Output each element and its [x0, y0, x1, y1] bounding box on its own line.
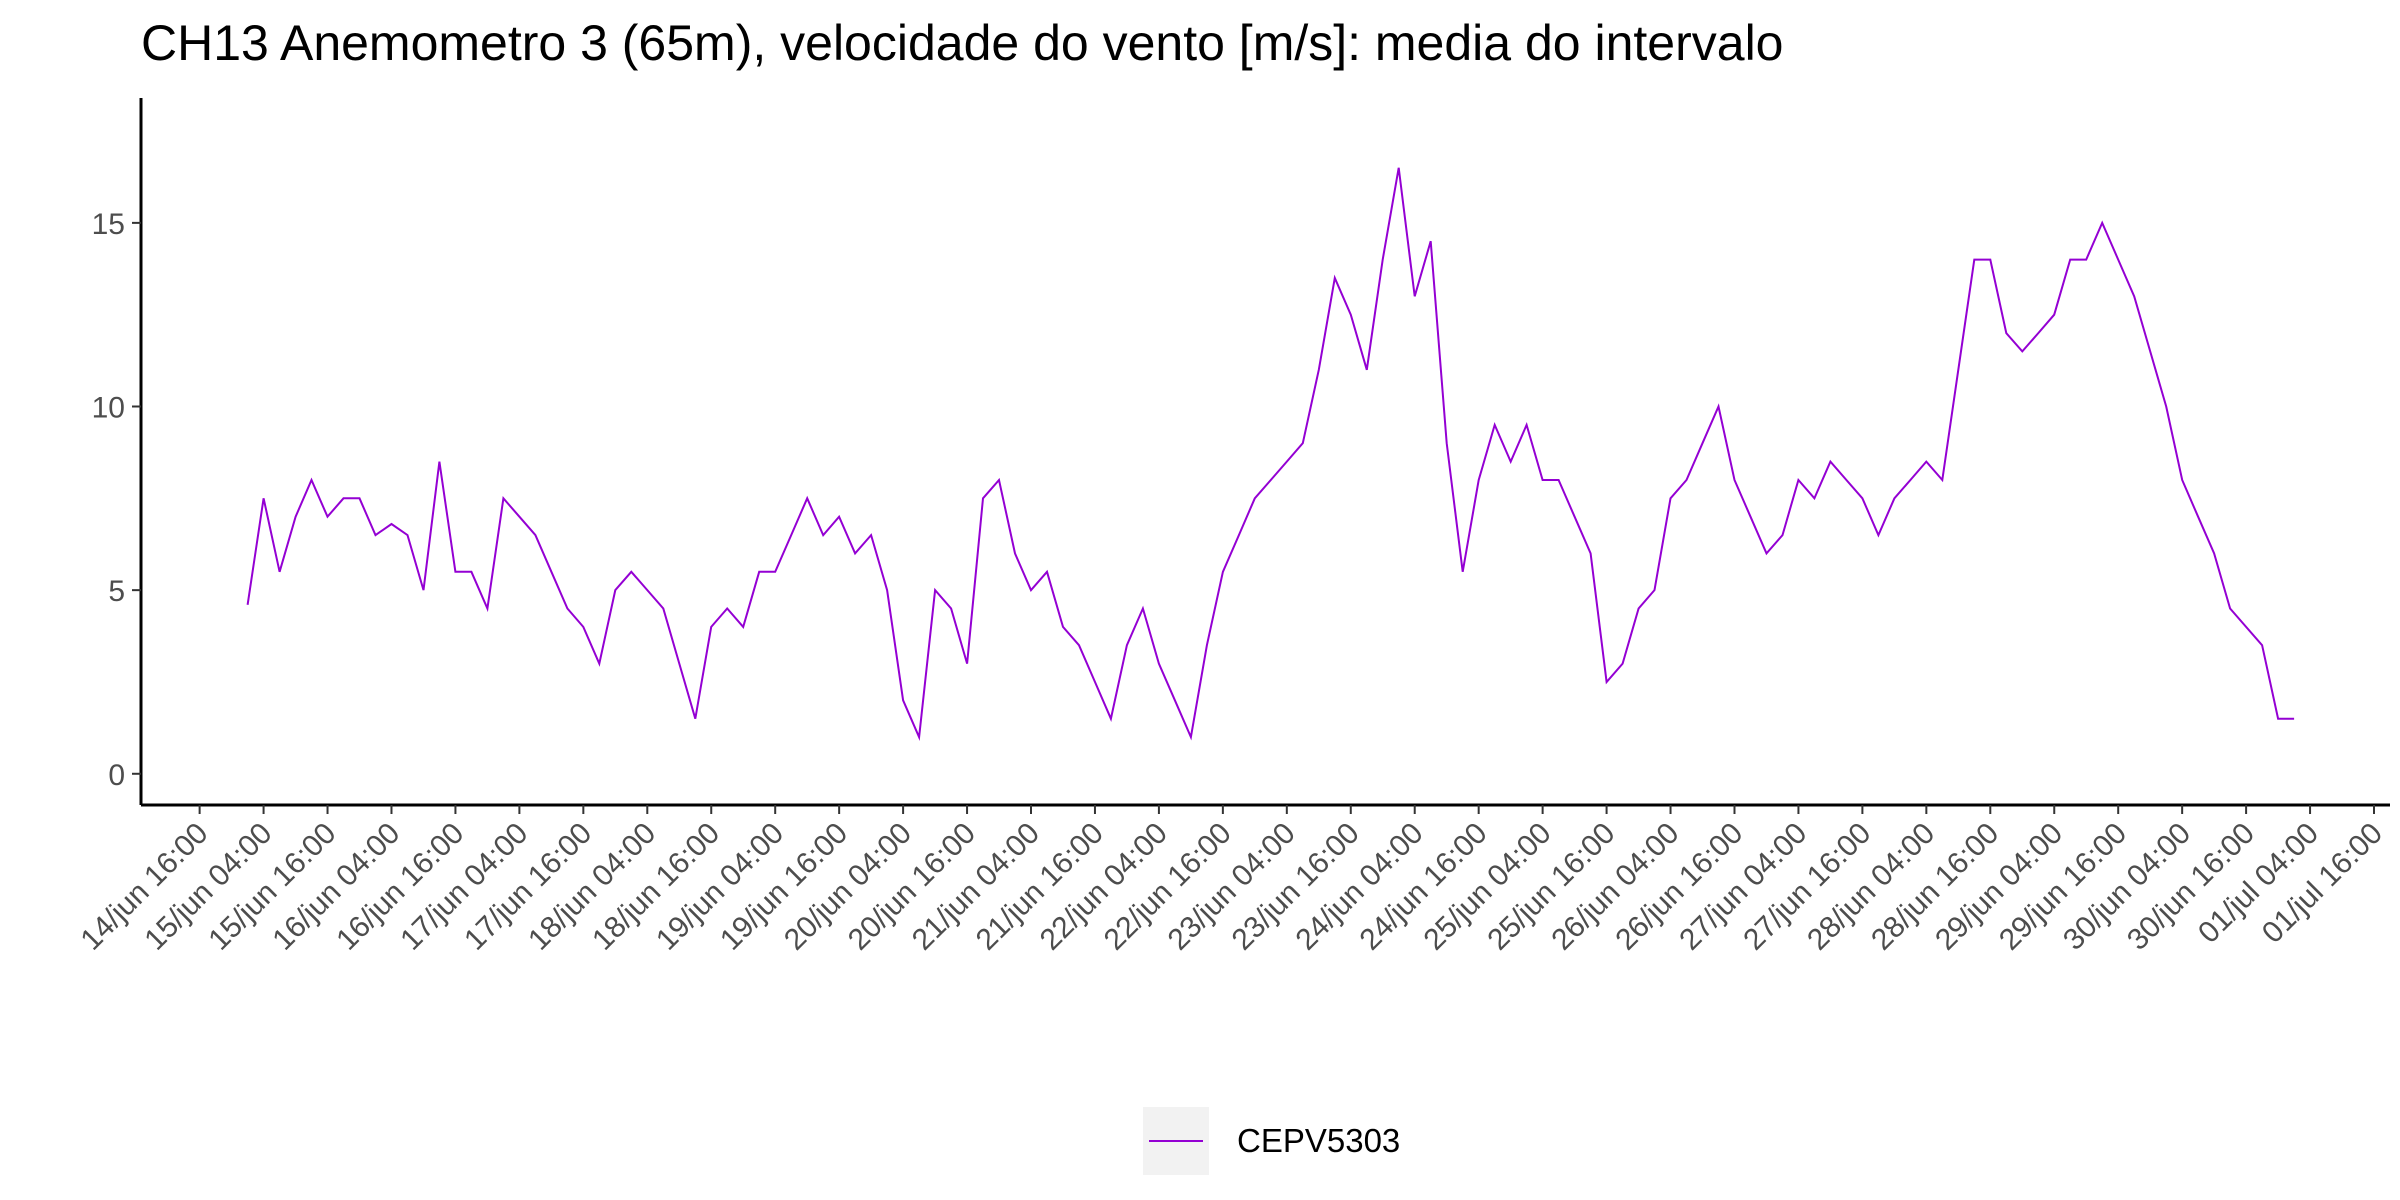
legend-label: CEPV5303	[1237, 1122, 1400, 1159]
series-line	[246, 167, 2295, 741]
y-tick-label: 0	[108, 759, 125, 792]
y-tick-label: 15	[92, 208, 125, 241]
y-tick-label: 10	[92, 392, 125, 425]
chart-title: CH13 Anemometro 3 (65m), velocidade do v…	[141, 15, 1783, 71]
y-tick-label: 5	[108, 575, 125, 608]
